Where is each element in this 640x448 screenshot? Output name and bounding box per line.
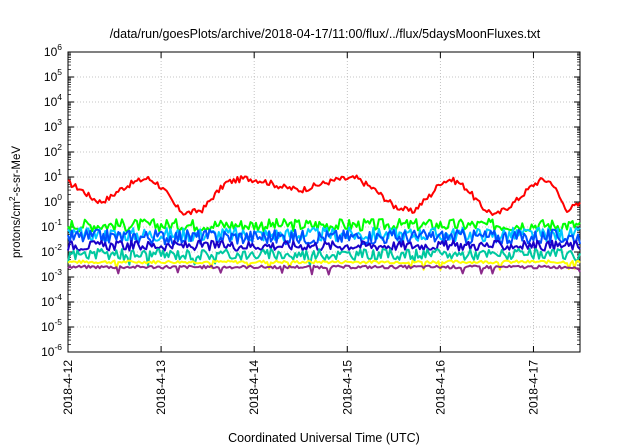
series-line-5: [67, 239, 581, 252]
series-line-4: [67, 228, 581, 246]
y-tick-base: 10: [44, 95, 58, 109]
y-tick-exponent: -1: [54, 217, 62, 227]
y-tick-exponent: -5: [54, 317, 62, 327]
y-tick-label: 10-4: [41, 292, 62, 309]
y-tick-label: 10-6: [41, 342, 62, 359]
y-tick-label: 106: [44, 42, 62, 59]
y-axis-label-superscript: 2: [7, 196, 17, 201]
y-tick-label: 104: [44, 92, 62, 109]
y-tick-base: 10: [41, 295, 55, 309]
y-tick-base: 10: [41, 345, 55, 359]
y-tick-exponent: 5: [57, 67, 62, 77]
y-tick-base: 10: [44, 145, 58, 159]
y-tick-label: 101: [44, 167, 62, 184]
y-tick-label: 103: [44, 117, 62, 134]
y-axis-label-units: -s-sr-MeV: [11, 146, 23, 197]
y-tick-exponent: 2: [57, 142, 62, 152]
y-tick-base: 10: [44, 70, 58, 84]
y-tick-label: 100: [44, 192, 62, 209]
series-line-7: [67, 259, 581, 271]
y-tick-exponent: 3: [57, 117, 62, 127]
x-tick-label: 2018-4-15: [340, 360, 354, 415]
y-tick-exponent: -6: [54, 342, 62, 352]
x-tick-label: 2018-4-14: [247, 360, 261, 415]
y-tick-label: 105: [44, 67, 62, 84]
x-tick-label: 2018-4-12: [61, 360, 75, 415]
y-tick-base: 10: [41, 320, 55, 334]
grid: [68, 52, 580, 352]
y-tick-base: 10: [41, 270, 55, 284]
y-tick-exponent: 6: [57, 42, 62, 52]
y-axis-label-main: protons/cm: [11, 201, 23, 258]
y-tick-base: 10: [41, 245, 55, 259]
x-axis-ticks: 2018-4-12 2018-4-13 2018-4-14 2018-4-15 2018…: [61, 52, 540, 415]
y-tick-label: 102: [44, 142, 62, 159]
y-tick-label: 10-2: [41, 242, 62, 259]
y-tick-exponent: 4: [57, 92, 62, 102]
x-tick-label: 2018-4-17: [526, 360, 540, 415]
y-tick-base: 10: [44, 170, 58, 184]
y-tick-label: 10-5: [41, 317, 62, 334]
y-tick-base: 10: [44, 120, 58, 134]
y-axis-ticks: 10610510410310210110010-110-210-310-410-…: [41, 42, 580, 359]
series-line-8: [67, 264, 581, 276]
x-axis-label: Coordinated Universal Time (UTC): [228, 431, 420, 445]
y-tick-base: 10: [44, 45, 58, 59]
y-tick-base: 10: [41, 220, 55, 234]
y-tick-base: 10: [44, 195, 58, 209]
y-tick-exponent: 0: [57, 192, 62, 202]
series-lines: [67, 174, 581, 276]
y-tick-exponent: -2: [54, 242, 62, 252]
y-tick-label: 10-1: [41, 217, 62, 234]
y-tick-label: 10-3: [41, 267, 62, 284]
x-tick-label: 2018-4-13: [154, 360, 168, 415]
y-axis-label: protons/cm2-s-sr-MeV: [7, 146, 23, 258]
y-tick-exponent: -4: [54, 292, 62, 302]
chart-title: /data/run/goesPlots/archive/2018-04-17/1…: [110, 27, 541, 41]
y-tick-exponent: -3: [54, 267, 62, 277]
y-tick-exponent: 1: [57, 167, 62, 177]
series-line-6: [67, 247, 581, 267]
x-tick-label: 2018-4-16: [433, 360, 447, 415]
series-line-1: [67, 174, 581, 216]
